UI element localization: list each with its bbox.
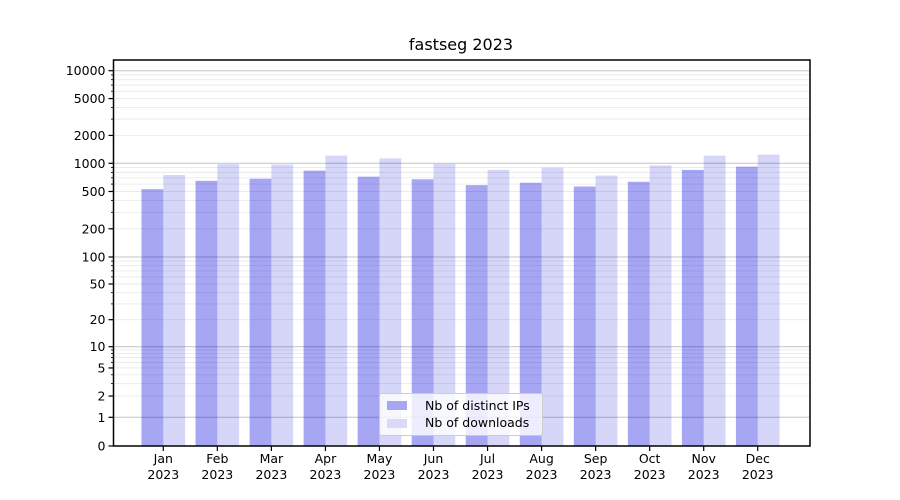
plot-border [112,59,811,447]
x-tick-label-year: 2023 [634,467,666,482]
x-tick-label-year: 2023 [255,467,287,482]
x-tick-label-month: Mar [260,451,284,466]
x-tick-label-year: 2023 [201,467,233,482]
x-tick-label-year: 2023 [418,467,450,482]
y-tick-label: 20 [90,312,106,327]
bar-distinct-ips-jul [465,185,488,446]
bar-downloads-mar [271,164,294,446]
bar-downloads-jul [487,169,510,446]
y-tick-label: 2000 [74,128,106,143]
legend-label-ips: Nb of distinct IPs [425,397,530,413]
x-tick-label-year: 2023 [364,467,396,482]
bar-distinct-ips-oct [627,181,650,447]
bar-downloads-apr [325,155,348,446]
bar-distinct-ips-sep [573,186,596,446]
bar-downloads-jan [163,175,186,446]
x-tick-label-year: 2023 [688,467,720,482]
bar-distinct-ips-apr [303,170,326,446]
y-tick-label: 100 [82,250,106,265]
bar-distinct-ips-mar [249,178,272,446]
bars-layer [141,154,780,447]
bar-downloads-oct [649,165,672,446]
x-tick-label-year: 2023 [526,467,558,482]
x-tick-label-month: May [367,451,393,466]
axes-layer: 100005000200010005002001005020105210Jan2… [66,59,811,482]
bar-downloads-feb [217,164,240,446]
x-tick-label-month: Jan [153,451,173,466]
y-tick-label: 10 [90,339,106,354]
x-tick-label-year: 2023 [310,467,342,482]
x-tick-label-month: Aug [529,451,553,466]
y-tick-label: 200 [82,221,106,236]
bar-distinct-ips-aug [519,182,542,446]
legend-item-distinct-ips: Nb of distinct IPs [387,398,535,413]
bar-downloads-sep [595,175,618,447]
y-tick-label: 5 [98,360,106,375]
x-tick-label-year: 2023 [742,467,774,482]
bar-downloads-may [379,158,402,446]
y-tick-label: 2 [98,389,106,404]
bar-downloads-dec [757,154,780,446]
y-tick-label: 1 [98,410,106,425]
grid-layer [113,70,810,418]
x-tick-label-month: Sep [584,451,608,466]
x-tick-label-month: Apr [315,451,337,466]
x-tick-label-month: Nov [691,451,716,466]
y-tick-label: 0 [98,439,106,454]
chart-title: fastseg 2023 [409,35,513,54]
x-tick-label-month: Jun [423,451,444,466]
bar-downloads-jun [433,163,456,446]
x-tick-label-month: Dec [746,451,770,466]
y-tick-label: 50 [90,277,106,292]
x-tick-label-month: Jul [479,451,495,466]
y-tick-label: 10000 [66,63,106,78]
bar-distinct-ips-feb [195,180,218,446]
y-tick-label: 1000 [74,156,106,171]
x-tick-label-year: 2023 [580,467,612,482]
y-tick-label: 500 [82,184,106,199]
legend-item-downloads: Nb of downloads [387,416,535,431]
bar-downloads-nov [703,155,726,446]
y-tick-label: 5000 [74,91,106,106]
legend: Nb of distinct IPs Nb of downloads [379,393,543,436]
bar-downloads-aug [541,167,564,447]
bar-distinct-ips-nov [681,169,704,446]
x-tick-label-month: Oct [639,451,661,466]
x-tick-label-year: 2023 [147,467,179,482]
bar-distinct-ips-jan [141,189,164,446]
bar-distinct-ips-dec [735,166,758,446]
x-tick-label-month: Feb [206,451,228,466]
legend-label-downloads: Nb of downloads [425,414,530,430]
bar-distinct-ips-may [357,176,380,446]
legend-swatch-ips-icon [387,401,407,411]
x-tick-label-year: 2023 [472,467,504,482]
legend-swatch-downloads-icon [387,418,407,428]
bar-distinct-ips-jun [411,179,434,446]
